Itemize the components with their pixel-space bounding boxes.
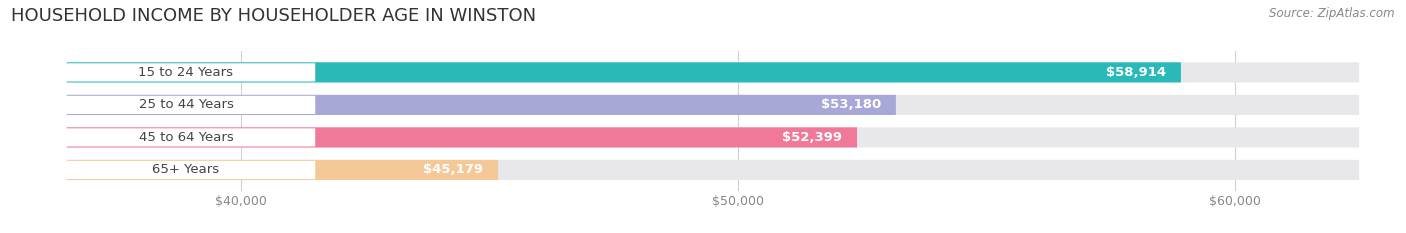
FancyBboxPatch shape xyxy=(66,127,858,147)
Text: 45 to 64 Years: 45 to 64 Years xyxy=(139,131,233,144)
FancyBboxPatch shape xyxy=(56,128,315,147)
Text: Source: ZipAtlas.com: Source: ZipAtlas.com xyxy=(1270,7,1395,20)
Text: 25 to 44 Years: 25 to 44 Years xyxy=(139,98,233,111)
FancyBboxPatch shape xyxy=(66,95,1360,115)
Text: 15 to 24 Years: 15 to 24 Years xyxy=(139,66,233,79)
Text: 65+ Years: 65+ Years xyxy=(152,163,219,176)
FancyBboxPatch shape xyxy=(56,63,315,82)
FancyBboxPatch shape xyxy=(66,62,1181,82)
Text: $58,914: $58,914 xyxy=(1107,66,1166,79)
FancyBboxPatch shape xyxy=(66,160,1360,180)
Text: $45,179: $45,179 xyxy=(423,163,484,176)
FancyBboxPatch shape xyxy=(66,127,1360,147)
FancyBboxPatch shape xyxy=(56,161,315,179)
FancyBboxPatch shape xyxy=(56,96,315,114)
FancyBboxPatch shape xyxy=(66,160,498,180)
Text: $52,399: $52,399 xyxy=(782,131,842,144)
FancyBboxPatch shape xyxy=(66,62,1360,82)
FancyBboxPatch shape xyxy=(66,95,896,115)
Text: HOUSEHOLD INCOME BY HOUSEHOLDER AGE IN WINSTON: HOUSEHOLD INCOME BY HOUSEHOLDER AGE IN W… xyxy=(11,7,536,25)
Text: $53,180: $53,180 xyxy=(821,98,882,111)
